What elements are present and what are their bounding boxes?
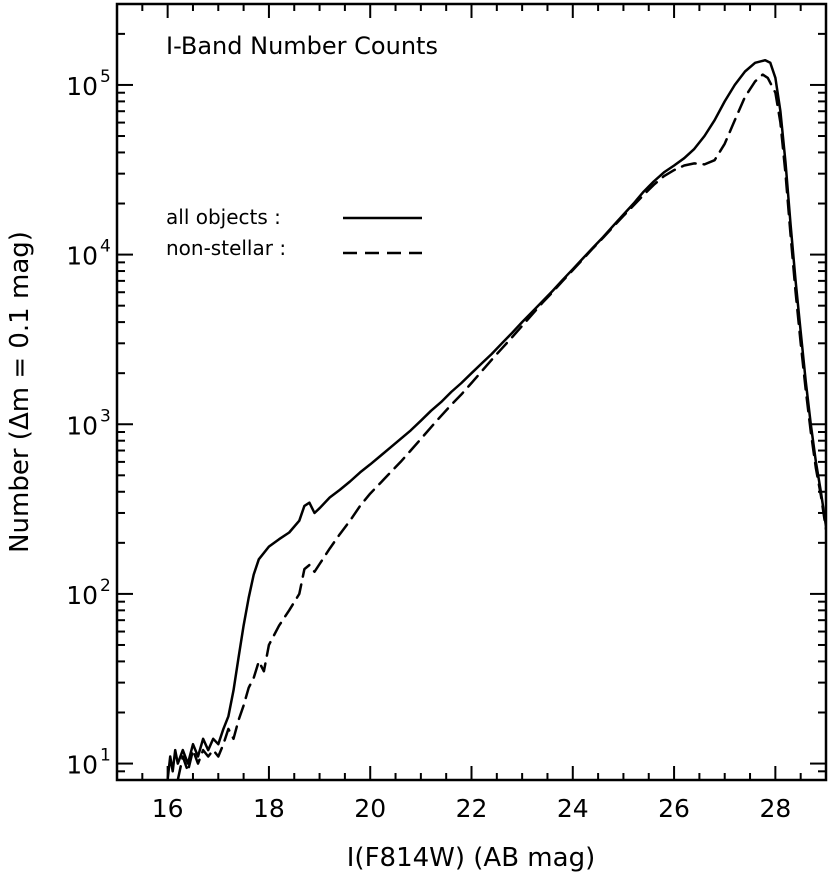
x-tick-label: 28 [759, 794, 791, 823]
x-axis-label: I(F814W) (AB mag) [347, 843, 595, 873]
y-tick-label: 10 4 [66, 237, 111, 271]
y-tick-label-exponent: 3 [100, 406, 111, 426]
x-axis-ticks: 16 18 20 22 24 26 28 [116, 4, 827, 823]
plot-area-frame [115, 2, 828, 782]
x-tick-label: 18 [253, 794, 285, 823]
legend-label-all-objects: all objects : [166, 205, 281, 229]
x-tick-label: 24 [557, 794, 589, 823]
y-tick-label: 10 3 [66, 406, 111, 440]
x-tick-label: 26 [658, 794, 690, 823]
y-tick-label-exponent: 5 [100, 67, 111, 87]
chart-title: I-Band Number Counts [166, 32, 438, 60]
y-tick-label: 10 2 [66, 576, 111, 610]
series-line-non-stellar [176, 73, 826, 780]
x-tick-label: 22 [456, 794, 488, 823]
y-tick-label-base: 10 [66, 242, 98, 271]
y-tick-label-exponent: 2 [100, 576, 111, 596]
y-tick-label-base: 10 [66, 581, 98, 610]
x-tick-label: 16 [152, 794, 184, 823]
y-tick-label: 10 1 [66, 746, 111, 780]
series-line-all-objects [166, 58, 826, 780]
legend-label-non-stellar: non-stellar : [166, 236, 286, 260]
y-tick-label: 10 5 [66, 67, 111, 101]
series-layer [166, 58, 826, 780]
y-tick-label-exponent: 4 [100, 237, 111, 257]
y-tick-label-base: 10 [66, 72, 98, 101]
y-tick-label-base: 10 [66, 411, 98, 440]
y-tick-label-base: 10 [66, 751, 98, 780]
x-tick-label: 20 [354, 794, 386, 823]
y-axis-label: Number (Δm = 0.1 mag) [5, 231, 35, 553]
y-tick-label-exponent: 1 [100, 746, 111, 766]
legend: all objects : non-stellar : [166, 205, 422, 260]
